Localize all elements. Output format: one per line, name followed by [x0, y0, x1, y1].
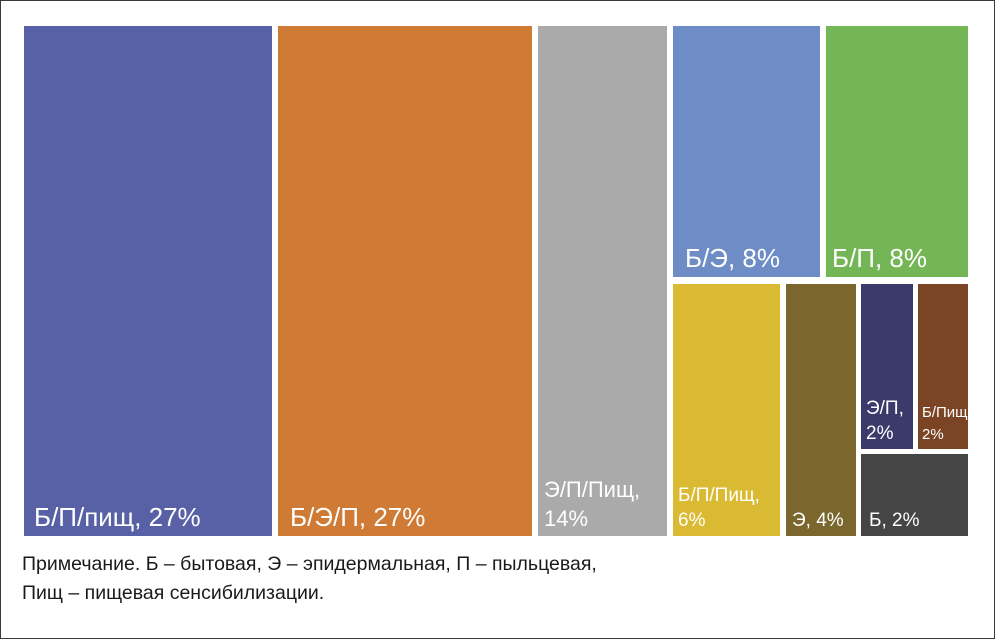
treemap-tile-rect [861, 284, 913, 449]
treemap-tile-rect [673, 284, 780, 536]
treemap-tile-rect [24, 26, 272, 536]
treemap-tile-rect [278, 26, 532, 536]
chart-note: Примечание. Б – бытовая, Э – эпидермальн… [22, 550, 962, 608]
treemap-tile-label: Б/П/Пищ, [678, 485, 760, 506]
treemap-tile-label: Б/П, 8% [832, 243, 927, 273]
treemap-tile-label: Б/П/пищ, 27% [34, 502, 201, 532]
treemap-tile-label: Э/П, [866, 398, 904, 419]
treemap-tile-label: 2% [866, 423, 894, 444]
note-line-1: Примечание. Б – бытовая, Э – эпидермальн… [22, 553, 597, 575]
note-line-2: Пищ – пищевая сенсибилизации. [22, 582, 325, 604]
treemap-tile-label: 14% [544, 506, 588, 531]
treemap-tile-rect [538, 26, 667, 536]
treemap-tile-label: Б/Э/П, 27% [290, 502, 425, 532]
treemap-tile-1: Б/П/пищ, 27% [24, 26, 272, 536]
treemap-tile-rect [918, 284, 968, 449]
treemap-tile-label: 6% [678, 510, 706, 531]
treemap-tile-label: Б/Пищ, [922, 404, 972, 421]
treemap-tile-label: 2% [922, 426, 944, 443]
treemap-tile-rect [673, 26, 820, 277]
treemap-tile-3: Э/П/Пищ, 14% [538, 26, 667, 536]
treemap-chart: Б/П/пищ, 27% Б/Э/П, 27% Э/П/Пищ, 14% Б/Э, 8%… [24, 26, 972, 536]
treemap-tile-4: Б/Э, 8% [673, 26, 820, 277]
treemap-tile-rect [826, 26, 968, 277]
treemap-tile-label: Б, 2% [869, 510, 920, 531]
treemap-tile-7: Э, 4% [786, 284, 856, 536]
treemap-tile-5: Б/П, 8% [826, 26, 968, 277]
treemap-tile-10: Б, 2% [861, 454, 968, 536]
treemap-tile-6: Б/П/Пищ, 6% [673, 284, 780, 536]
treemap-tile-2: Б/Э/П, 27% [278, 26, 532, 536]
treemap-tile-8: Э/П, 2% [861, 284, 913, 449]
treemap-tile-label: Э/П/Пищ, [544, 477, 640, 502]
treemap-tile-rect [861, 454, 968, 536]
treemap-tile-label: Э, 4% [792, 510, 844, 531]
treemap-tile-rect [786, 284, 856, 536]
treemap-tile-label: Б/Э, 8% [685, 243, 780, 273]
treemap-tile-9: Б/Пищ, 2% [918, 284, 972, 449]
